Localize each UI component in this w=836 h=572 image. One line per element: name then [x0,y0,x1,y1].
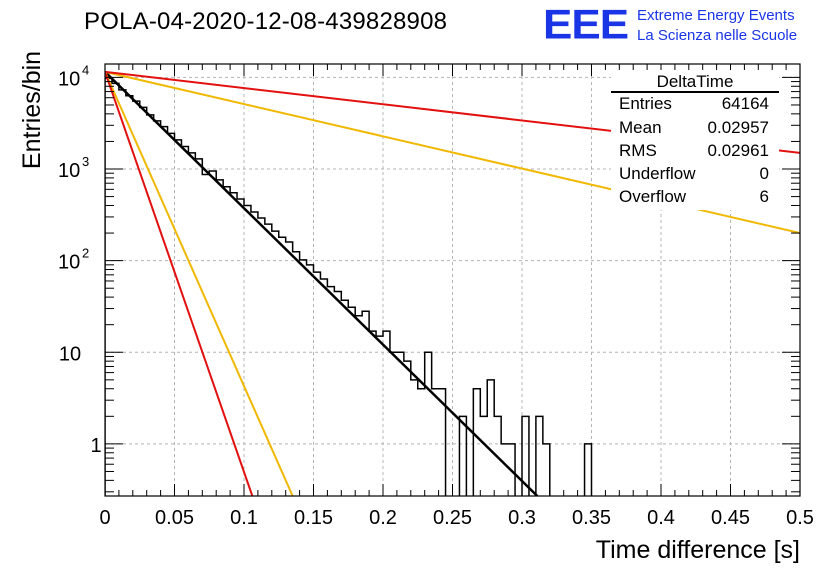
stats-value: 6 [759,187,769,206]
stats-row-rms: RMS 0.02961 [619,141,769,163]
x-tick-label: 0.45 [711,507,750,529]
y-tick-exponent: 4 [82,62,89,77]
stats-key: Overflow [619,187,687,206]
x-tick-label: 0.4 [647,507,675,529]
y-tick-label: 10 [58,68,80,90]
stats-title: DeltaTime [656,72,734,91]
x-tick-label: 0.3 [508,507,536,529]
stats-key: RMS [619,141,657,160]
stats-row-underflow: Underflow 0 [619,164,769,186]
x-tick-label: 0.1 [230,507,258,529]
histogram-series [105,77,593,496]
y-tick-label: 10 [58,160,80,182]
x-tick-label: 0.25 [433,507,472,529]
stats-value: 0.02957 [707,118,769,137]
eee-logo: EEE Extreme Energy Events La Scienza nel… [543,1,833,48]
stats-value: 0 [759,164,769,183]
fit-line-1 [105,70,539,496]
x-tick-label: 0.5 [786,507,814,529]
fit-line-4 [105,71,294,496]
stats-row-entries: Entries 64164 [619,94,769,116]
stats-value: 64164 [721,94,769,113]
eee-logo-line1: Extreme Energy Events [637,7,795,24]
y-tick-label: 1 [90,435,101,457]
y-tick-label: 10 [58,252,80,274]
stats-value: 0.02961 [707,141,769,160]
x-tick-label: 0.35 [572,507,611,529]
x-tick-label: 0.15 [294,507,333,529]
fit-line-5 [105,71,254,496]
y-axis-title: Entries/bin [18,51,46,169]
y-tick-exponent: 3 [82,154,89,169]
stats-key: Underflow [619,164,696,183]
stats-box: DeltaTime Entries 64164 Mean 0.02957 RMS… [611,70,779,210]
y-tick-exponent: 2 [82,246,89,261]
stats-row-mean: Mean 0.02957 [619,118,769,140]
stats-key: Entries [619,94,672,113]
x-axis-title: Time difference [s] [596,536,800,564]
stats-divider [611,91,779,93]
eee-logo-line2: La Scienza nelle Scuole [637,27,798,44]
x-tick-label: 0.2 [369,507,397,529]
x-tick-label: 0 [99,507,110,529]
eee-logo-mark: EEE [543,1,629,48]
y-tick-label: 10 [59,343,81,365]
x-tick-label: 0.05 [155,507,194,529]
chart-title: POLA-04-2020-12-08-439828908 [84,8,448,35]
stats-row-overflow: Overflow 6 [619,187,769,209]
stats-key: Mean [619,118,662,137]
